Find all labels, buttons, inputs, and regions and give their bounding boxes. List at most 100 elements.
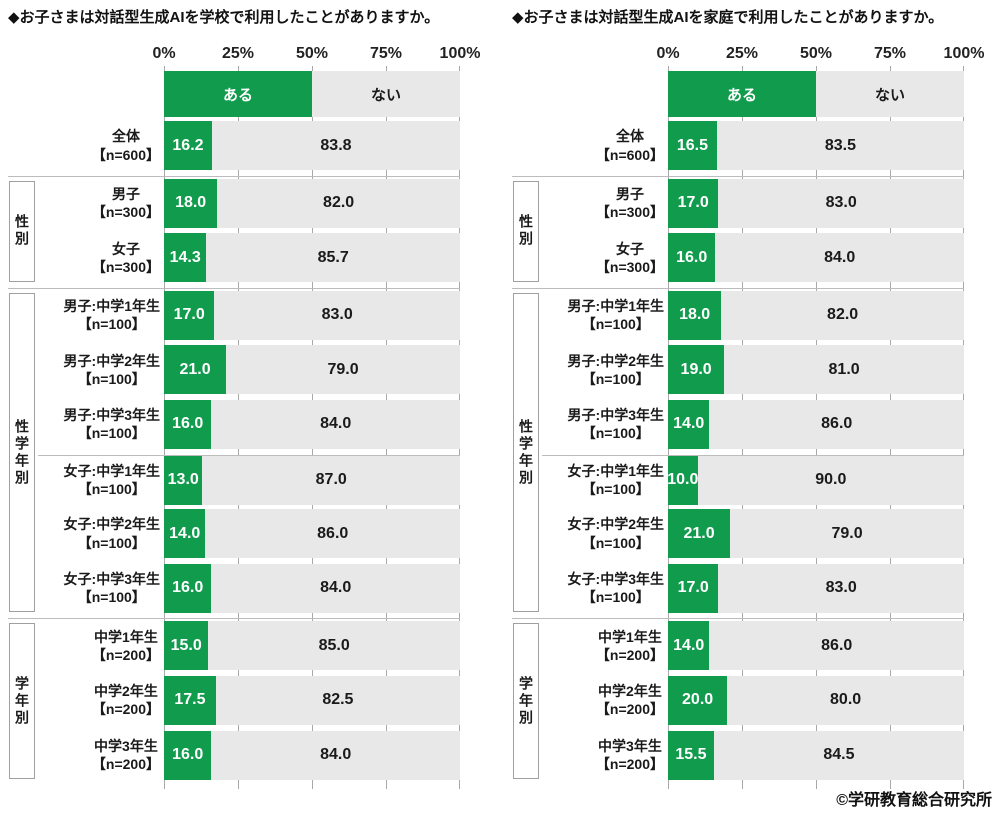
value-label-aru: 17.0 <box>677 579 709 597</box>
bar-segment-nai: 83.0 <box>214 290 460 340</box>
bar-segment-aru: 16.0 <box>668 233 716 283</box>
value-label-nai: 90.0 <box>815 471 847 489</box>
row-label-text: 全体 【n=600】 <box>92 127 160 163</box>
value-label-nai: 82.5 <box>322 691 354 709</box>
row-label: 中学3年生 【n=200】 <box>542 731 668 780</box>
row-label-n: 【n=100】 <box>581 481 650 498</box>
row-label: 男子:中学3年生 【n=100】 <box>542 400 668 449</box>
value-label-aru: 16.5 <box>676 136 708 154</box>
row-label-text: 中学2年生 【n=200】 <box>92 682 160 718</box>
bar-segment-nai: 84.5 <box>713 730 964 780</box>
row-label-n: 【n=200】 <box>91 756 160 773</box>
stacked-bar: 21.0 79.0 <box>668 509 964 559</box>
value-label-nai: 86.0 <box>317 524 349 542</box>
stacked-bar: 16.0 84.0 <box>164 399 460 449</box>
bar-segment-aru: 16.5 <box>668 121 717 170</box>
bar-segment-nai: 79.0 <box>730 509 964 559</box>
stacked-bar: 14.0 86.0 <box>668 621 964 671</box>
row-label: 中学1年生 【n=200】 <box>38 621 164 670</box>
stacked-bar: 16.0 84.0 <box>164 730 460 780</box>
table-row: 全体 【n=600】 16.2 83.8 <box>38 121 460 176</box>
row-label-text: 中学1年生 【n=200】 <box>596 628 664 664</box>
bar-segment-aru: 18.0 <box>164 178 218 228</box>
value-label-nai: 84.5 <box>823 746 855 764</box>
legend-label-nai: ない <box>874 86 905 104</box>
value-label-nai: 83.0 <box>825 194 857 212</box>
rows: 全体 【n=600】 16.5 83.5 <box>542 121 964 176</box>
bar-segment-aru: 14.3 <box>164 233 207 283</box>
axis-tick-label: 75% <box>873 45 907 62</box>
bar-segment-nai: 83.8 <box>211 121 460 170</box>
bar-segment-nai: 82.0 <box>217 178 460 228</box>
row-label: 女子:中学3年生 【n=100】 <box>38 564 164 613</box>
row-label: 男子:中学3年生 【n=100】 <box>38 400 164 449</box>
row-label-text: 中学3年生 【n=200】 <box>596 737 664 773</box>
table-row: 女子:中学2年生 【n=100】 21.0 79.0 <box>542 509 964 564</box>
row-label-text: 女子 【n=300】 <box>92 240 160 276</box>
value-label-aru: 20.0 <box>682 691 714 709</box>
row-label-n: 【n=200】 <box>595 646 664 663</box>
value-label-aru: 16.0 <box>172 746 204 764</box>
value-label-nai: 85.0 <box>318 636 350 654</box>
row-label-name: 中学3年生 <box>598 737 662 754</box>
table-row: 女子 【n=300】 16.0 84.0 <box>542 233 964 288</box>
bar-segment-nai: 84.0 <box>211 399 460 449</box>
chart-school: ◆お子さまは対話型生成AIを学校で利用したことがありますか。 0% 25% 50% 75… <box>8 8 480 790</box>
bar-segment-aru: 16.2 <box>164 121 212 170</box>
row-label-name: 全体 <box>615 128 644 145</box>
row-label-name: 中学2年生 <box>598 683 662 700</box>
row-label-text: 女子:中学3年生 【n=100】 <box>64 570 160 606</box>
row-label: 女子:中学2年生 【n=100】 <box>542 509 668 558</box>
table-row: 女子:中学2年生 【n=100】 14.0 86.0 <box>38 509 460 564</box>
row-label-n: 【n=300】 <box>595 204 664 221</box>
sections: 全体 【n=600】 16.5 83.5 性別 男子 【n=300】 17.0 83.0 女子 【n… <box>512 121 964 785</box>
axis: 0% 25% 50% 75% 100% <box>656 40 984 66</box>
row-label-text: 男子 【n=300】 <box>596 185 664 221</box>
chart-title: ◆お子さまは対話型生成AIを学校で利用したことがありますか。 <box>8 9 440 26</box>
rows: 男子 【n=300】 18.0 82.0 女子 【n=300】 14.3 85.7 <box>38 178 460 288</box>
axis-tick-label: 25% <box>221 45 255 62</box>
row-label-name: 男子:中学3年生 <box>567 407 664 424</box>
row-label: 全体 【n=600】 <box>542 121 668 170</box>
row-label: 女子 【n=300】 <box>38 233 164 282</box>
stacked-bar: 16.2 83.8 <box>164 121 460 170</box>
stacked-bar: 19.0 81.0 <box>668 345 964 395</box>
stacked-bar: 16.0 84.0 <box>668 233 964 283</box>
rows: 男子:中学1年生 【n=100】 17.0 83.0 男子:中学2年生 【n=100】 21… <box>38 290 460 619</box>
table-row: 女子:中学3年生 【n=100】 16.0 84.0 <box>38 563 460 619</box>
row-label: 女子:中学2年生 【n=100】 <box>38 509 164 558</box>
section: 性別 男子 【n=300】 18.0 82.0 女子 【n=300】 14.3 85.7 <box>8 175 460 288</box>
value-label-nai: 84.0 <box>320 746 352 764</box>
section: 学年別 中学1年生 【n=200】 14.0 86.0 中学2年生 【n=200】 20.0 8… <box>512 618 964 785</box>
row-label: 男子:中学1年生 【n=100】 <box>542 291 668 340</box>
table-row: 女子:中学3年生 【n=100】 17.0 83.0 <box>542 563 964 619</box>
bar-segment-aru: 20.0 <box>668 675 728 725</box>
section: 性学年別 男子:中学1年生 【n=100】 18.0 82.0 男子:中学2年生 【n=10… <box>512 287 964 619</box>
value-label-aru: 16.2 <box>172 136 204 154</box>
row-label-n: 【n=300】 <box>91 258 160 275</box>
row-label-n: 【n=300】 <box>91 204 160 221</box>
bar-segment-nai: 86.0 <box>205 509 460 559</box>
legend-label-aru: ある <box>726 86 757 104</box>
row-label-text: 女子 【n=300】 <box>596 240 664 276</box>
table-row: 女子:中学1年生 【n=100】 13.0 87.0 <box>38 454 460 510</box>
value-label-aru: 16.0 <box>676 248 708 266</box>
stacked-bar: 15.5 84.5 <box>668 730 964 780</box>
bar-segment-aru: 17.0 <box>668 178 719 228</box>
bar-segment-aru: 16.0 <box>164 730 212 780</box>
axis-tick-label: 75% <box>369 45 403 62</box>
table-row: 全体 【n=600】 16.5 83.5 <box>542 121 964 176</box>
value-label-aru: 13.0 <box>167 471 199 489</box>
row-label-name: 女子 <box>615 240 644 257</box>
bar-segment-nai: 81.0 <box>724 345 964 395</box>
row-label-text: 男子 【n=300】 <box>92 185 160 221</box>
bar-segment-aru: 21.0 <box>668 509 731 559</box>
stacked-bar: 14.0 86.0 <box>668 399 964 449</box>
bar-segment-nai: 80.0 <box>727 675 964 725</box>
row-label: 中学2年生 【n=200】 <box>542 676 668 725</box>
value-label-nai: 82.0 <box>827 306 859 324</box>
row-label-n: 【n=100】 <box>581 534 650 551</box>
stacked-bar: 13.0 87.0 <box>164 455 460 505</box>
row-label-text: 中学2年生 【n=200】 <box>596 682 664 718</box>
row-label: 中学3年生 【n=200】 <box>38 731 164 780</box>
